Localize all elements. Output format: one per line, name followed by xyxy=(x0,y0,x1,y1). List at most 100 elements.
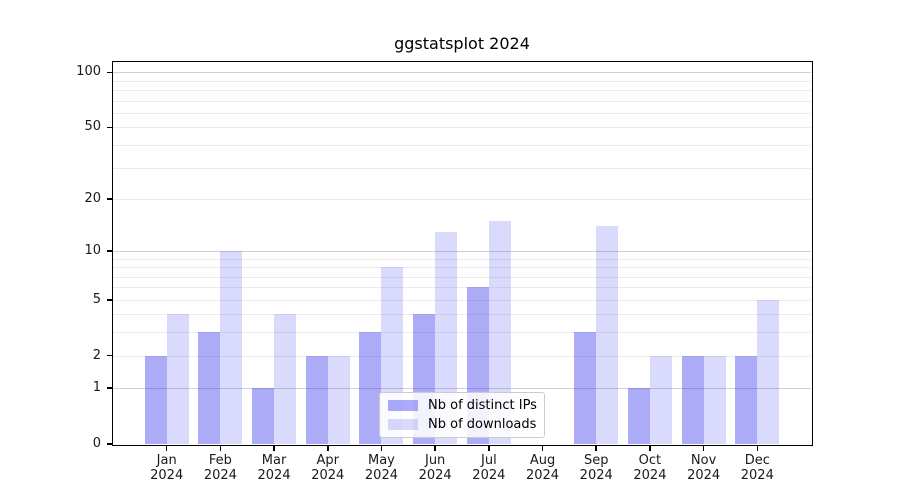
bar-ips-mar xyxy=(252,388,275,444)
minor-gridline xyxy=(113,100,811,102)
bar-downloads-jun xyxy=(435,231,458,444)
bar-ips-apr xyxy=(305,355,328,444)
x-tick-mark xyxy=(488,445,490,451)
bar-ips-sep xyxy=(574,332,597,444)
y-tick-label: 1 xyxy=(92,380,101,396)
x-tick-mark xyxy=(702,445,705,451)
x-tick-month: Jan xyxy=(156,453,177,468)
minor-gridline xyxy=(113,80,811,82)
x-tick-year: 2024 xyxy=(633,468,667,483)
x-tick-year: 2024 xyxy=(364,468,398,483)
bar-ips-nov xyxy=(681,355,704,444)
bar-ips-may xyxy=(359,332,382,444)
x-tick-label: Jun 2024 xyxy=(400,453,470,483)
x-tick-label: Jan 2024 xyxy=(132,453,202,483)
bar-downloads-nov xyxy=(703,355,726,444)
minor-gridline xyxy=(113,332,811,334)
minor-gridline xyxy=(113,127,811,129)
legend: Nb of distinct IPs Nb of downloads xyxy=(379,392,545,438)
x-tick-label: Feb 2024 xyxy=(185,453,255,483)
minor-gridline xyxy=(113,355,811,357)
x-tick-mark xyxy=(380,445,383,451)
y-tick-mark xyxy=(106,299,112,301)
y-tick-mark xyxy=(106,387,112,389)
bar-ips-dec xyxy=(735,355,758,444)
x-tick-month: May xyxy=(368,453,395,468)
minor-gridline xyxy=(113,287,811,289)
x-tick-month: Jul xyxy=(481,453,497,468)
bar-downloads-jan xyxy=(166,314,189,444)
y-tick-label: 100 xyxy=(76,64,101,80)
y-tick-label: 10 xyxy=(84,242,101,258)
x-tick-year: 2024 xyxy=(740,468,774,483)
bar-downloads-sep xyxy=(596,225,619,444)
legend-item-downloads: Nb of downloads xyxy=(388,417,536,432)
minor-gridline xyxy=(113,314,811,316)
x-tick-mark xyxy=(327,445,329,451)
legend-swatch-distinct-ips-icon xyxy=(388,400,418,412)
y-tick-label: 2 xyxy=(92,347,101,363)
x-tick-year: 2024 xyxy=(311,468,345,483)
x-tick-mark xyxy=(165,445,168,451)
x-tick-year: 2024 xyxy=(525,468,560,483)
minor-gridline xyxy=(113,276,811,278)
legend-label-downloads: Nb of downloads xyxy=(428,416,537,432)
x-tick-month: Nov xyxy=(690,453,717,468)
chart-title: ggstatsplot 2024 xyxy=(394,34,530,53)
legend-item-distinct-ips: Nb of distinct IPs xyxy=(388,398,537,413)
y-tick-label: 50 xyxy=(84,119,101,135)
x-tick-label: Dec 2024 xyxy=(722,453,792,483)
x-tick-mark xyxy=(219,445,222,451)
x-tick-month: Apr xyxy=(316,453,340,468)
bar-ips-feb xyxy=(198,332,221,444)
x-tick-month: Aug xyxy=(529,453,556,468)
x-tick-year: 2024 xyxy=(418,468,452,483)
y-tick-mark xyxy=(106,126,112,129)
x-tick-year: 2024 xyxy=(150,468,184,483)
bar-downloads-oct xyxy=(649,355,672,444)
minor-gridline xyxy=(113,267,811,269)
x-tick-label: Jul 2024 xyxy=(454,453,524,483)
y-tick-mark xyxy=(106,250,112,252)
y-tick-label: 20 xyxy=(84,190,101,206)
plot-area xyxy=(113,62,811,444)
minor-gridline xyxy=(113,167,811,169)
legend-swatch-downloads-icon xyxy=(388,418,418,430)
x-tick-label: Mar 2024 xyxy=(239,453,309,483)
x-tick-label: May 2024 xyxy=(346,453,416,483)
bar-ips-jan xyxy=(144,355,167,444)
minor-gridline xyxy=(113,145,811,147)
y-tick-label: 5 xyxy=(92,291,101,307)
x-tick-month: Feb xyxy=(208,453,232,468)
y-tick-mark xyxy=(106,443,112,445)
y-tick-label: 0 xyxy=(92,436,101,451)
x-tick-mark xyxy=(273,445,275,451)
x-tick-year: 2024 xyxy=(257,468,291,483)
y-tick-mark xyxy=(106,71,112,74)
bar-ips-oct xyxy=(627,388,650,444)
x-tick-label: Nov 2024 xyxy=(669,453,739,483)
x-tick-year: 2024 xyxy=(579,468,613,483)
bar-downloads-apr xyxy=(327,355,350,444)
x-tick-month: Dec xyxy=(744,453,770,468)
x-tick-mark xyxy=(541,445,544,451)
x-tick-month: Oct xyxy=(638,453,662,468)
x-tick-month: Mar xyxy=(261,453,287,468)
x-tick-year: 2024 xyxy=(687,468,721,483)
x-tick-label: Apr 2024 xyxy=(293,453,363,483)
x-tick-mark xyxy=(649,445,651,451)
bar-downloads-feb xyxy=(220,250,243,444)
bar-downloads-jul xyxy=(488,220,511,444)
minor-gridline xyxy=(113,90,811,92)
bar-downloads-mar xyxy=(274,314,297,444)
x-tick-mark xyxy=(434,445,436,451)
x-tick-month: Sep xyxy=(583,453,609,468)
x-tick-year: 2024 xyxy=(472,468,506,483)
x-tick-mark xyxy=(756,445,759,451)
minor-gridline xyxy=(113,299,811,301)
minor-gridline xyxy=(113,113,811,115)
minor-gridline xyxy=(113,198,811,200)
x-tick-label: Aug 2024 xyxy=(508,453,578,483)
y-tick-mark xyxy=(106,354,112,357)
y-tick-mark xyxy=(106,198,112,200)
